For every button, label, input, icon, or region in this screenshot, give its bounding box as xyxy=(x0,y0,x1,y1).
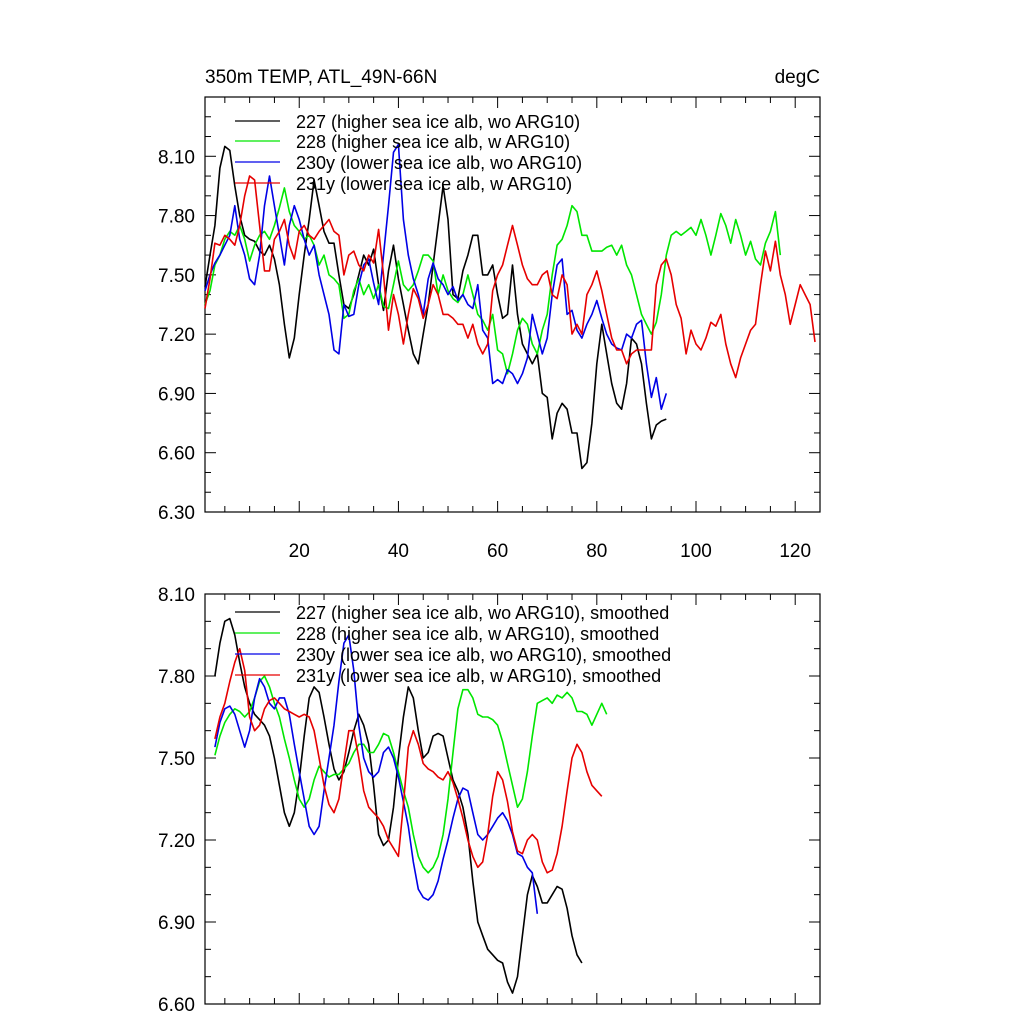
series-line xyxy=(204,143,668,411)
top-panel: 350m TEMP, ATL_49N-66N degC 6.30 6.60 6.90… xyxy=(158,67,821,562)
x-tick-label: 80 xyxy=(586,541,607,562)
chart-title: 350m TEMP, ATL_49N-66N xyxy=(205,67,437,88)
y-tick-label: 6.60 xyxy=(158,995,195,1016)
series-line xyxy=(214,675,608,874)
series-lines xyxy=(214,617,608,994)
series-lines xyxy=(204,143,816,470)
y-ticks: 6.30 6.60 6.90 7.20 7.50 7.80 8.10 xyxy=(158,96,820,524)
legend: 227 (higher sea ice alb, wo ARG10) 228 (… xyxy=(235,112,582,194)
series-line xyxy=(204,145,667,470)
y-ticks: 6.60 6.90 7.20 7.50 7.80 8.10 xyxy=(158,585,820,1016)
y-tick-label: 8.10 xyxy=(158,147,195,168)
x-tick-label: 60 xyxy=(487,541,508,562)
series-line xyxy=(204,187,782,375)
plot-frame xyxy=(204,593,821,1005)
y-tick-label: 7.20 xyxy=(158,831,195,852)
y-tick-label: 7.50 xyxy=(158,266,195,287)
legend-label: 231y (lower sea ice alb, w ARG10), smoot… xyxy=(296,666,661,686)
series-line xyxy=(214,617,583,994)
y-tick-label: 7.80 xyxy=(158,667,195,688)
legend-label: 228 (higher sea ice alb, w ARG10) xyxy=(296,132,570,152)
units-label: degC xyxy=(775,67,820,88)
y-tick-label: 7.80 xyxy=(158,207,195,228)
bottom-panel: 6.60 6.90 7.20 7.50 7.80 8.10 227 (higher sea… xyxy=(158,585,821,1016)
x-ticks: 20 40 60 80 100 120 xyxy=(224,97,821,562)
y-tick-label: 7.20 xyxy=(158,325,195,346)
x-tick-label: 20 xyxy=(289,541,310,562)
y-tick-label: 6.60 xyxy=(158,444,195,465)
series-line xyxy=(204,175,816,379)
legend-label: 230y (lower sea ice alb, wo ARG10), smoo… xyxy=(296,645,671,665)
legend-label: 231y (lower sea ice alb, w ARG10) xyxy=(296,174,572,194)
x-tick-label: 100 xyxy=(680,541,712,562)
x-ticks xyxy=(224,594,821,1004)
y-tick-label: 6.90 xyxy=(158,913,195,934)
y-tick-label: 8.10 xyxy=(158,585,195,606)
series-line xyxy=(214,647,603,874)
legend-label: 230y (lower sea ice alb, wo ARG10) xyxy=(296,153,582,173)
legend: 227 (higher sea ice alb, wo ARG10), smoo… xyxy=(235,603,671,686)
legend-label: 227 (higher sea ice alb, wo ARG10), smoo… xyxy=(296,603,669,623)
y-tick-label: 6.30 xyxy=(158,503,195,524)
y-tick-label: 7.50 xyxy=(158,749,195,770)
y-tick-label: 6.90 xyxy=(158,384,195,405)
x-tick-label: 40 xyxy=(388,541,409,562)
legend-label: 228 (higher sea ice alb, w ARG10), smoot… xyxy=(296,624,659,644)
legend-label: 227 (higher sea ice alb, wo ARG10) xyxy=(296,112,580,132)
x-tick-label: 120 xyxy=(779,541,811,562)
